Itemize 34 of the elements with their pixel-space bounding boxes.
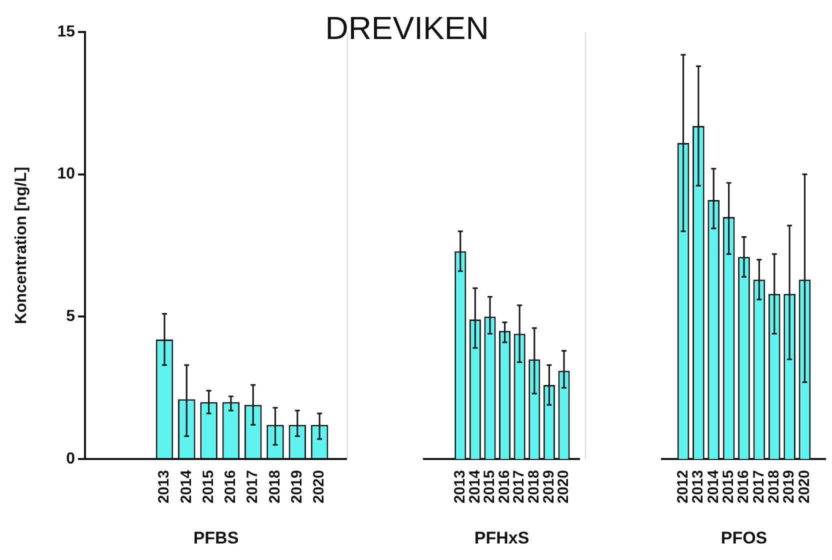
x-tick-label: 2017 (750, 470, 768, 504)
y-tick-label: 5 (66, 308, 76, 326)
x-tick-label: 2018 (266, 470, 284, 504)
x-tick-label: 2012 (674, 470, 692, 504)
x-tick-label: 2020 (555, 470, 572, 504)
x-tick-label: 2020 (796, 470, 813, 504)
y-tick-label: 15 (57, 23, 76, 40)
x-tick-label: 2018 (766, 470, 783, 504)
x-tick-label: 2018 (526, 470, 543, 504)
x-tick-label: 2019 (540, 470, 558, 504)
y-tick-label: 0 (66, 450, 76, 468)
x-tick-label: 2017 (244, 470, 262, 504)
x-axis-title: PFBS (193, 528, 239, 548)
x-tick-label: 2017 (510, 470, 528, 504)
x-tick-label: 2019 (780, 470, 798, 504)
x-tick-label: 2020 (310, 470, 328, 504)
y-tick-label: 10 (57, 166, 76, 183)
y-axis-title: Koncentration [ng/L] (13, 166, 30, 324)
x-tick-label: 2013 (156, 470, 173, 504)
x-tick-label: 2015 (481, 470, 498, 504)
x-tick-label: 2019 (288, 470, 306, 504)
x-tick-label: 2014 (466, 469, 484, 504)
x-tick-label: 2016 (222, 470, 240, 504)
x-tick-label: 2015 (200, 470, 217, 504)
x-tick-label: 2014 (704, 469, 722, 504)
x-tick-label: 2013 (452, 470, 469, 504)
x-axis-title: PFOS (720, 528, 768, 548)
x-tick-label: 2016 (735, 470, 752, 504)
x-tick-label: 2014 (178, 469, 195, 504)
x-tick-label: 2013 (690, 470, 707, 504)
x-tick-label: 2016 (496, 470, 513, 504)
x-tick-label: 2015 (720, 470, 737, 504)
x-axis-title: PFHxS (474, 528, 530, 548)
chart-title: DREVIKEN (324, 9, 490, 48)
